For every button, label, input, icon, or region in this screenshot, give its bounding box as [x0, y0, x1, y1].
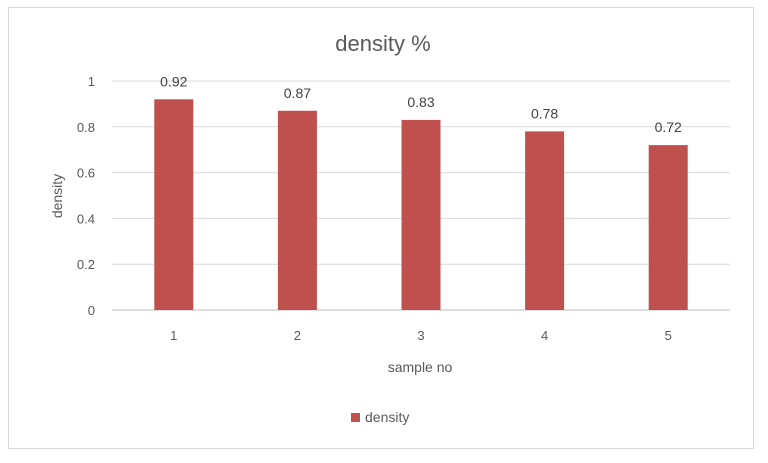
x-tick-labels: 1 2 3 4 5 [170, 328, 672, 343]
y-tick-label: 1 [88, 74, 95, 89]
x-axis-label: sample no [388, 359, 453, 375]
bar [277, 110, 317, 311]
data-labels: 0.92 0.87 0.83 0.78 0.72 [160, 73, 682, 135]
data-label: 0.87 [284, 85, 311, 101]
bar [648, 145, 688, 310]
x-tick-label: 1 [170, 328, 177, 343]
y-tick-label: 0.8 [77, 120, 95, 135]
chart-title: density % [335, 31, 430, 56]
bar [525, 131, 565, 310]
y-axis-label: density [49, 174, 65, 218]
legend-label: density [365, 409, 409, 425]
x-tick-label: 3 [417, 328, 424, 343]
y-tick-label: 0 [88, 303, 95, 318]
y-tick-labels: 0 0.2 0.4 0.6 0.8 1 [77, 74, 95, 318]
x-tick-label: 2 [294, 328, 301, 343]
y-tick-label: 0.2 [77, 257, 95, 272]
data-label: 0.72 [655, 119, 682, 135]
bar [154, 99, 194, 310]
x-tick-label: 5 [665, 328, 672, 343]
y-tick-label: 0.4 [77, 211, 95, 226]
x-tick-label: 4 [541, 328, 548, 343]
bar [401, 119, 441, 311]
data-label: 0.83 [407, 94, 434, 110]
y-tick-label: 0.6 [77, 166, 95, 181]
legend-swatch [351, 413, 360, 422]
data-label: 0.78 [531, 105, 558, 121]
data-label: 0.92 [160, 73, 187, 89]
legend: density [351, 409, 409, 425]
bars [154, 99, 688, 311]
